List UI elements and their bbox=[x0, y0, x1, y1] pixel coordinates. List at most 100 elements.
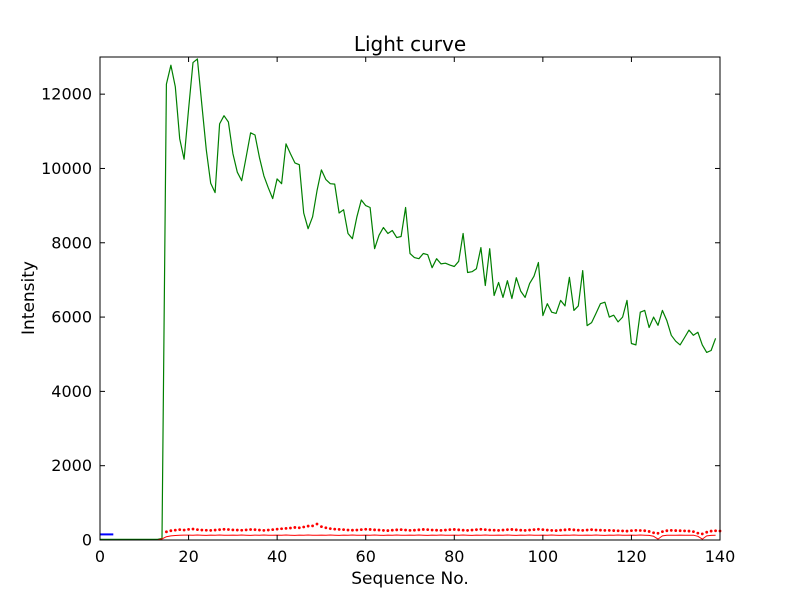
background-dotted-markers-marker bbox=[262, 529, 266, 532]
background-dotted-markers-marker bbox=[218, 528, 221, 532]
background-dotted-markers-marker bbox=[661, 530, 664, 534]
background-dotted-markers-marker bbox=[311, 524, 314, 528]
background-dotted-markers-marker bbox=[258, 528, 261, 532]
x-tick-label: 80 bbox=[444, 547, 464, 566]
background-dotted-markers-marker bbox=[576, 528, 580, 532]
background-dotted-markers-marker bbox=[647, 530, 651, 533]
background-dotted-markers-marker bbox=[240, 528, 244, 532]
background-dotted-markers-marker bbox=[421, 528, 425, 531]
background-dotted-markers-marker bbox=[187, 528, 190, 531]
background-dotted-markers-marker bbox=[191, 527, 195, 531]
background-dotted-markers-marker bbox=[204, 528, 208, 532]
background-dotted-markers-marker bbox=[368, 528, 372, 531]
background-dotted-markers-marker bbox=[638, 529, 642, 532]
background-dotted-markers-marker bbox=[173, 528, 177, 532]
background-dotted-markers-marker bbox=[621, 529, 624, 533]
background-dotted-markers-marker bbox=[439, 529, 443, 532]
background-dotted-markers-marker bbox=[656, 531, 660, 535]
background-dotted-markers-marker bbox=[395, 528, 399, 532]
background-dotted-markers-marker bbox=[355, 528, 359, 532]
background-dotted-markers-marker bbox=[616, 529, 620, 533]
x-tick-label: 60 bbox=[356, 547, 376, 566]
background-dotted-markers-marker bbox=[200, 528, 204, 532]
background-dotted-markers-marker bbox=[222, 527, 226, 531]
background-dotted-markers-marker bbox=[302, 525, 306, 529]
background-dotted-markers-marker bbox=[665, 529, 669, 533]
background-dotted-markers-marker bbox=[306, 524, 310, 528]
background-dotted-markers-marker bbox=[545, 528, 549, 532]
background-dotted-markers-marker bbox=[404, 528, 407, 532]
background-dotted-markers-marker bbox=[652, 531, 655, 535]
background-dotted-markers-marker bbox=[359, 528, 363, 531]
y-tick-label: 2000 bbox=[51, 456, 92, 475]
background-dotted-markers-marker bbox=[470, 528, 474, 532]
background-dotted-markers-marker bbox=[390, 528, 394, 532]
background-dotted-markers-marker bbox=[320, 525, 323, 529]
background-dotted-markers-marker bbox=[554, 529, 558, 532]
background-dotted-markers-marker bbox=[457, 528, 461, 532]
background-dotted-markers-marker bbox=[342, 528, 345, 531]
background-dotted-markers-marker bbox=[333, 527, 337, 531]
background-dotted-markers-marker bbox=[537, 527, 540, 531]
y-tick-label: 6000 bbox=[51, 308, 92, 327]
background-dotted-markers-marker bbox=[599, 528, 602, 532]
background-dotted-markers-marker bbox=[417, 528, 421, 532]
background-dotted-markers-marker bbox=[280, 527, 283, 531]
background-dotted-markers-marker bbox=[382, 529, 385, 532]
background-dotted-markers-marker bbox=[532, 528, 536, 532]
x-tick-label: 140 bbox=[705, 547, 736, 566]
axes-spines bbox=[99, 56, 721, 541]
background-dotted-markers-marker bbox=[506, 528, 509, 532]
background-dotted-markers-marker bbox=[275, 527, 279, 531]
background-dotted-markers-marker bbox=[386, 529, 390, 532]
background-dotted-markers-marker bbox=[435, 528, 438, 532]
background-dotted-markers-marker bbox=[297, 526, 301, 530]
x-tick-label: 100 bbox=[528, 547, 559, 566]
background-dotted-markers-marker bbox=[519, 528, 523, 532]
chart-title: Light curve bbox=[354, 32, 466, 56]
background-dotted-markers-marker bbox=[550, 529, 554, 532]
y-tick-label: 8000 bbox=[51, 233, 92, 252]
background-dotted-markers-marker bbox=[373, 528, 376, 532]
background-dotted-markers-marker bbox=[483, 528, 487, 531]
background-dotted-markers-marker bbox=[430, 528, 434, 532]
background-dotted-markers-marker bbox=[249, 528, 252, 531]
background-dotted-markers-marker bbox=[568, 528, 571, 531]
background-dotted-markers-marker bbox=[705, 530, 709, 534]
background-dotted-markers-marker bbox=[497, 529, 500, 532]
y-tick-label: 10000 bbox=[41, 159, 92, 178]
plot-area: 0 20 40 60 80 100 120 140 0 2000 4000 6000 8000 10000… bbox=[41, 56, 736, 566]
background-dotted-markers-marker bbox=[700, 532, 704, 536]
background-dotted-markers-marker bbox=[696, 531, 700, 535]
background-solid-line bbox=[100, 534, 716, 541]
background-dotted-markers-marker bbox=[178, 528, 182, 531]
background-dotted-markers-marker bbox=[337, 527, 341, 531]
background-dotted-markers-marker bbox=[346, 528, 350, 532]
x-tick-label: 0 bbox=[95, 547, 105, 566]
background-dotted-markers-marker bbox=[669, 529, 673, 532]
background-dotted-markers-marker bbox=[523, 529, 527, 532]
background-dotted-markers-marker bbox=[492, 528, 496, 532]
background-dotted-markers-marker bbox=[284, 527, 288, 530]
background-dotted-markers-marker bbox=[466, 529, 469, 532]
x-tick-label: 40 bbox=[267, 547, 287, 566]
background-dotted-markers-marker bbox=[528, 528, 531, 532]
background-dotted-markers-marker bbox=[364, 527, 368, 531]
background-dotted-markers-marker bbox=[625, 529, 629, 533]
background-dotted-markers-marker bbox=[452, 528, 456, 531]
background-dotted-markers-marker bbox=[683, 529, 686, 533]
background-dotted-markers-marker bbox=[328, 527, 332, 531]
background-dotted-markers-marker bbox=[399, 528, 403, 531]
y-axis-label: Intensity bbox=[19, 261, 39, 335]
background-dotted-markers-marker bbox=[572, 528, 576, 532]
background-dotted-markers-marker bbox=[244, 528, 248, 532]
background-dotted-markers-marker bbox=[559, 528, 562, 532]
background-dotted-markers-marker bbox=[289, 526, 292, 530]
background-dotted-markers-marker bbox=[324, 526, 328, 530]
background-dotted-markers-marker bbox=[709, 529, 713, 533]
background-dotted-markers-marker bbox=[182, 528, 186, 532]
background-dotted-markers-marker bbox=[563, 528, 567, 532]
background-dotted-markers-marker bbox=[612, 529, 616, 532]
background-dotted-markers-marker bbox=[196, 528, 199, 531]
